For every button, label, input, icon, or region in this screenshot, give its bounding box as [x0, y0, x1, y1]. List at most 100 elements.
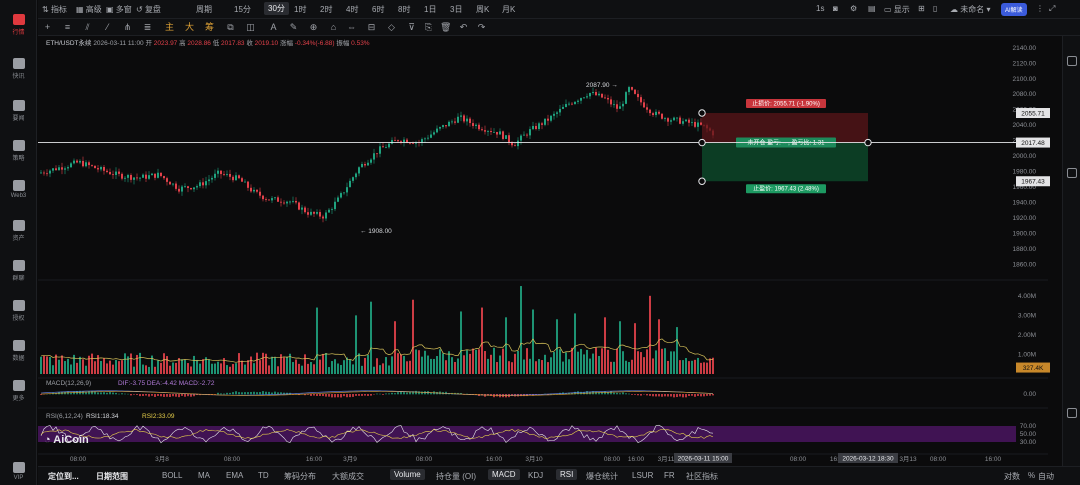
period-tab-8[interactable]: 3日	[450, 5, 463, 14]
bottom-item-2[interactable]: BOLL	[162, 471, 183, 480]
sidebar-item-8[interactable]: 数据	[0, 340, 37, 362]
robot-icon[interactable]	[1067, 168, 1077, 178]
more-icon[interactable]: ⋮	[1036, 4, 1044, 13]
crosshair-icon[interactable]: +	[44, 22, 51, 32]
main-chart-tool[interactable]: 主	[164, 22, 174, 32]
period-tab-0[interactable]: 15分	[234, 5, 251, 14]
bottom-item-4[interactable]: EMA	[226, 471, 244, 480]
large-order-tool[interactable]: 大	[184, 22, 194, 32]
bottom-item-8[interactable]: Volume	[390, 469, 425, 480]
multi-window-button[interactable]: ▣ 多窗	[106, 5, 132, 14]
camera-snapshot-icon[interactable]	[1067, 408, 1077, 418]
chip-tool[interactable]: 筹	[204, 22, 214, 32]
volume-bar	[262, 352, 264, 374]
eye-icon[interactable]: ◇	[388, 22, 395, 32]
period-tab-4[interactable]: 4时	[346, 5, 359, 14]
period-label[interactable]: 周期	[196, 5, 212, 14]
camera-icon[interactable]: ◙	[833, 4, 838, 13]
bottom-item-10[interactable]: MACD	[488, 469, 520, 480]
horizontal-lines-icon[interactable]: ≡	[64, 22, 71, 32]
bottom-item-16[interactable]: 社区指标	[686, 472, 718, 481]
pitchfork-icon[interactable]: ⋔	[123, 22, 132, 32]
measure-icon[interactable]: ⇔	[347, 22, 356, 32]
kline-chart[interactable]: ETH/USDT永续 2026-03-11 11:00 开 2023.97 高 …	[38, 36, 1062, 466]
bottom-item-13[interactable]: 爆仓统计	[586, 472, 618, 481]
sidebar-item-9[interactable]: 更多	[0, 380, 37, 402]
bottom-item-12[interactable]: RSI	[556, 469, 578, 480]
macd-histogram-bar	[409, 391, 411, 395]
indicator-button[interactable]: ⇅ 指标	[42, 5, 67, 14]
period-tab-6[interactable]: 8时	[398, 5, 411, 14]
text-icon[interactable]: A	[270, 22, 277, 32]
candle-body	[109, 171, 111, 175]
bottom-item-1[interactable]: 日期范围	[96, 472, 128, 481]
undo-icon[interactable]: ↶	[459, 22, 468, 32]
candle-body	[370, 159, 372, 163]
scale-option-0[interactable]: 对数	[1004, 472, 1020, 481]
volume-bar	[697, 357, 699, 374]
position-handle	[864, 138, 872, 147]
shapes-icon[interactable]: ◫	[246, 22, 255, 32]
bottom-item-3[interactable]: MA	[198, 471, 210, 480]
bottom-item-15[interactable]: FR	[664, 471, 675, 480]
parallel-lines-icon[interactable]: ⫽	[85, 22, 90, 32]
sidebar-item-5[interactable]: 资产	[0, 220, 37, 242]
bottom-item-5[interactable]: TD	[258, 471, 269, 480]
volume-bar	[109, 360, 111, 374]
settings-icon[interactable]: ⚙	[850, 4, 858, 13]
scale-option-2[interactable]: 自动	[1038, 472, 1054, 481]
volume-tick-label: 2.00M	[1018, 332, 1036, 339]
volume-bar	[709, 358, 711, 374]
period-tab-10[interactable]: 月K	[502, 5, 516, 14]
sidebar-item-0[interactable]: 行情	[0, 14, 37, 36]
watchlist-icon[interactable]	[1067, 56, 1077, 66]
zoom-icon[interactable]: ⊕	[309, 22, 318, 32]
filter-icon[interactable]: ⊽	[408, 22, 415, 32]
unnamed-layout-button[interactable]: ☁ 未命名 ▾	[950, 5, 991, 14]
bottom-item-11[interactable]: KDJ	[528, 471, 544, 480]
sidebar-item-2[interactable]: 要闻	[0, 100, 37, 122]
period-tab-3[interactable]: 2时	[320, 5, 333, 14]
volume-bar	[103, 358, 105, 374]
lock-icon[interactable]: ⊟	[367, 22, 376, 32]
ruler-icon[interactable]: ⊞	[918, 4, 925, 13]
bookmark-icon[interactable]: ▯	[933, 4, 938, 13]
ray-icon[interactable]: ⁄	[106, 22, 109, 32]
bottom-item-14[interactable]: LSUR	[632, 471, 654, 480]
candle-body	[238, 175, 240, 179]
volume-bar	[547, 362, 549, 374]
sidebar-item-10[interactable]: VIP	[0, 462, 37, 481]
fib-icon[interactable]: ≣	[143, 22, 152, 32]
magnet-icon[interactable]: ⌂	[330, 22, 337, 32]
sidebar-item-1[interactable]: 快讯	[0, 58, 37, 80]
scale-option-1[interactable]: %	[1028, 471, 1036, 480]
compare-icon[interactable]: ⧉	[227, 22, 234, 32]
bottom-item-9[interactable]: 持仓量 (OI)	[436, 472, 476, 481]
period-tab-2[interactable]: 1时	[294, 5, 307, 14]
sidebar-item-3[interactable]: 策略	[0, 140, 37, 162]
period-tab-5[interactable]: 6时	[372, 5, 385, 14]
candle-body	[394, 140, 396, 141]
display-button[interactable]: ▭ 显示	[884, 5, 910, 14]
trash-icon[interactable]: 🗑	[440, 22, 452, 32]
macd-histogram-bar	[484, 394, 486, 397]
sidebar-item-6[interactable]: 群聊	[0, 260, 37, 282]
layout-icon[interactable]: ▤	[868, 4, 876, 13]
pencil-icon[interactable]: ✎	[289, 22, 298, 32]
replay-button[interactable]: ↺ 复盘	[136, 5, 161, 14]
bottom-item-6[interactable]: 筹码分布	[284, 472, 316, 481]
bottom-item-0[interactable]: 定位到...	[48, 472, 79, 481]
interval-1s[interactable]: 1s	[816, 4, 825, 13]
advanced-button[interactable]: ▦ 高级	[76, 5, 102, 14]
ai-interpret-button[interactable]: AI解读	[1001, 3, 1027, 16]
fullscreen-icon[interactable]: ⤢	[1049, 4, 1056, 13]
period-tab-1[interactable]: 30分	[264, 2, 289, 15]
redo-icon[interactable]: ↷	[477, 22, 486, 32]
sidebar-item-4[interactable]: Web3	[0, 180, 37, 199]
bottom-item-7[interactable]: 大额成交	[332, 472, 364, 481]
period-tab-9[interactable]: 周K	[476, 5, 490, 14]
copy-icon[interactable]: ⎘	[424, 22, 433, 32]
candle-body	[625, 92, 627, 104]
period-tab-7[interactable]: 1日	[424, 5, 437, 14]
sidebar-item-7[interactable]: 授权	[0, 300, 37, 322]
